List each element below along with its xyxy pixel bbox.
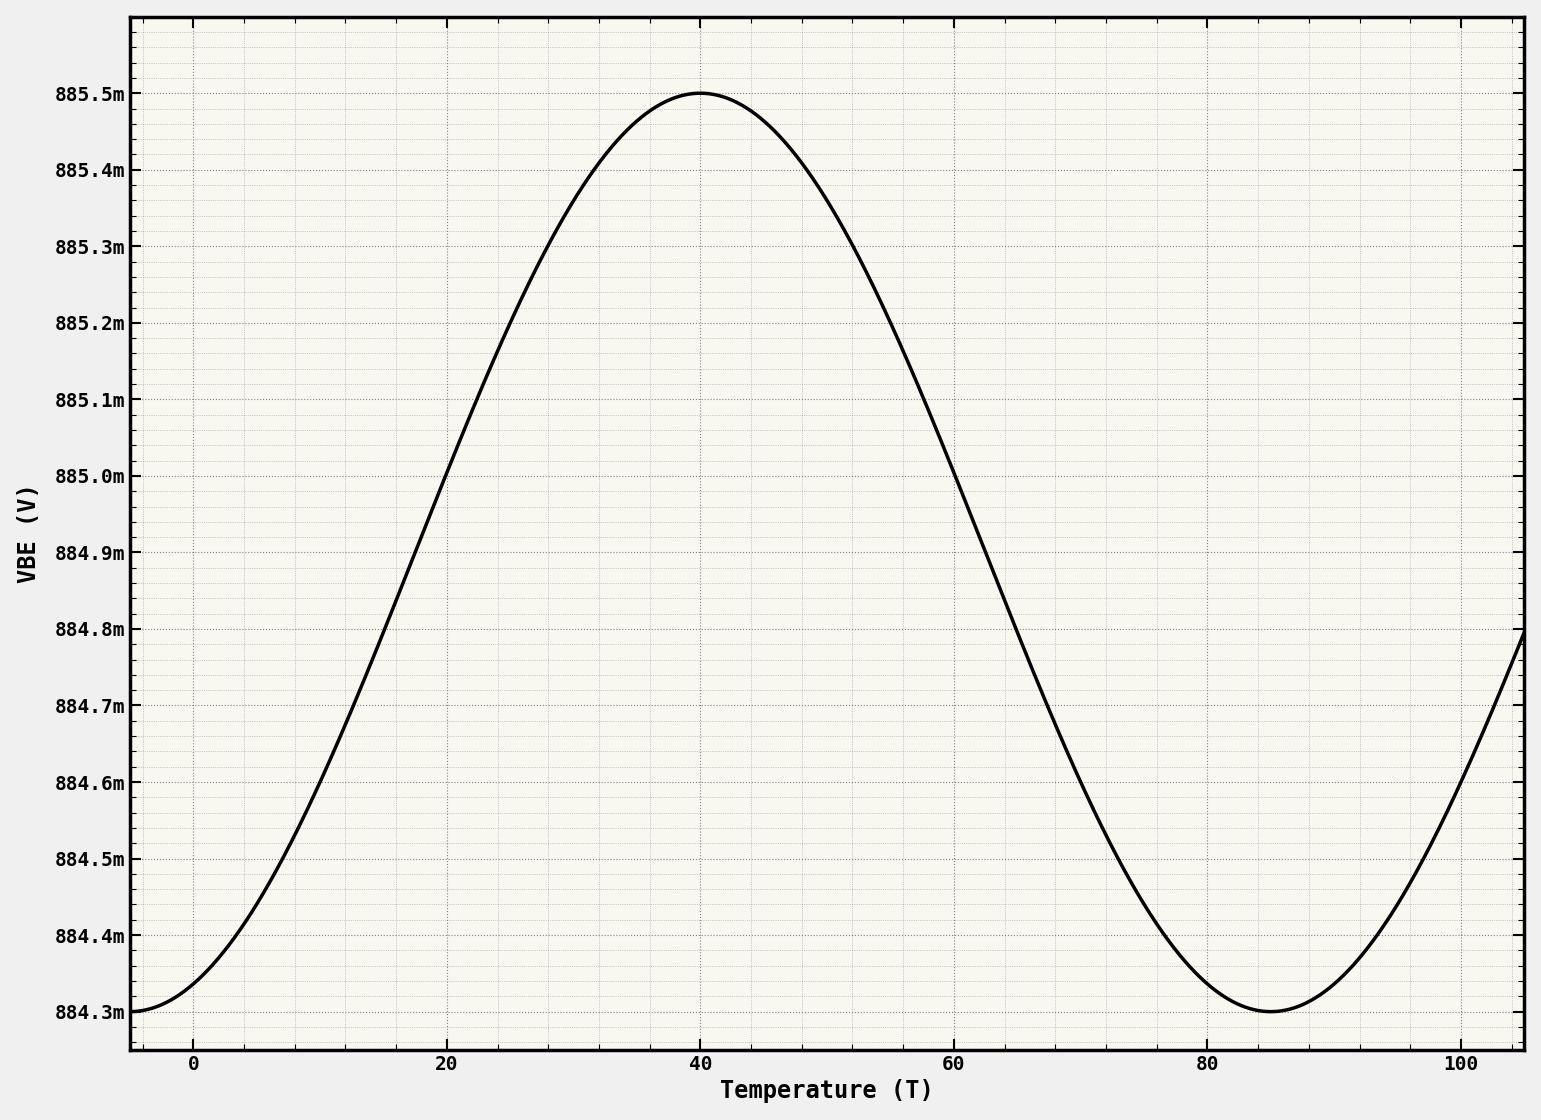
Y-axis label: VBE (V): VBE (V) (17, 484, 40, 584)
X-axis label: Temperature (T): Temperature (T) (720, 1080, 934, 1103)
